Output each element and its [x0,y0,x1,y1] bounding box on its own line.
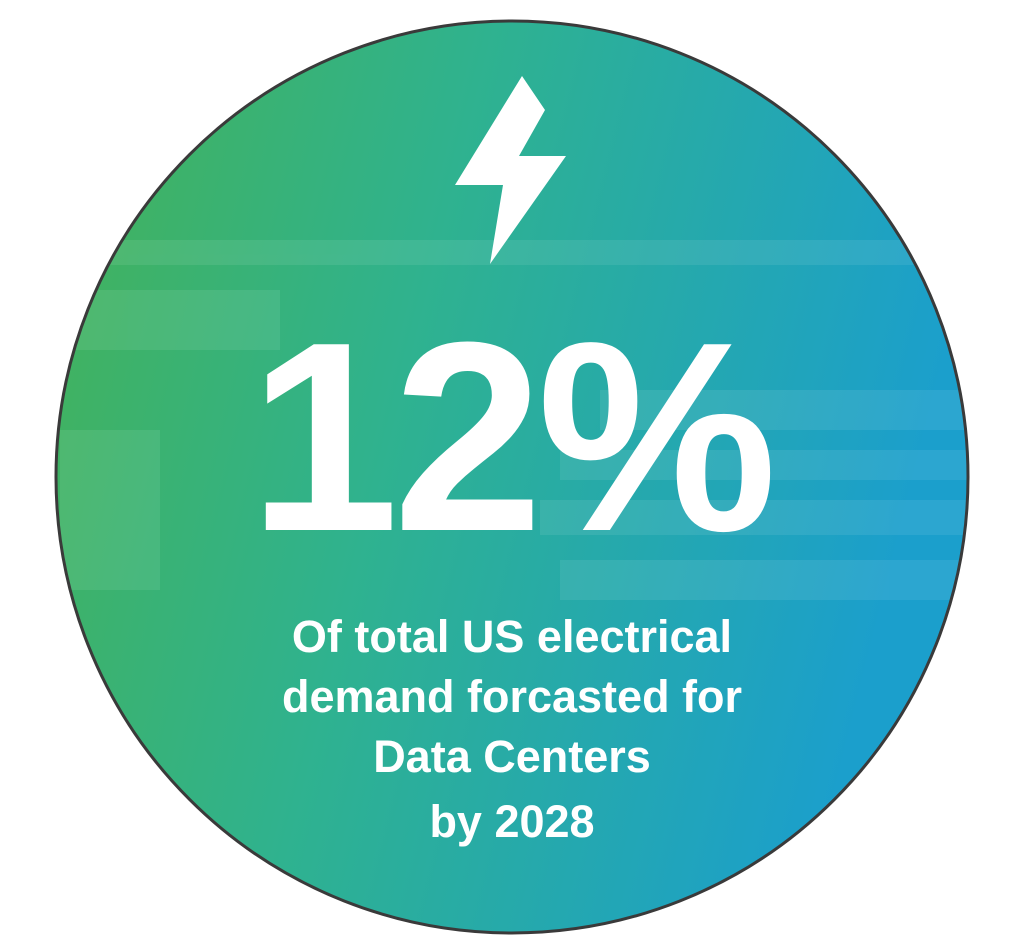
caption-line: by 2028 [429,796,594,847]
caption-line: Data Centers [373,731,651,782]
caption-line: demand forcasted for [282,671,742,722]
lightning-icon [455,76,566,264]
stat-value: 12% [249,287,774,588]
circle-outline [54,19,970,935]
panel-texture [60,240,968,600]
caption-line: Of total US electrical [292,611,732,662]
